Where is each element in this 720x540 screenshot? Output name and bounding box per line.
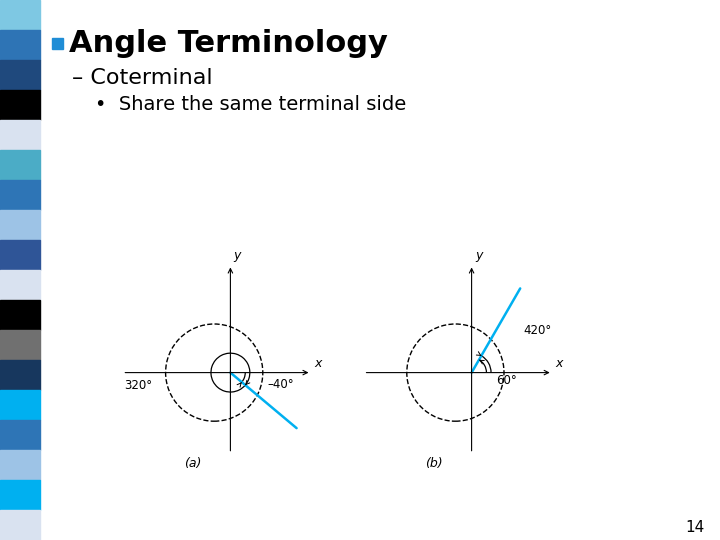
Bar	[0, 30, 40, 60]
Bar	[0, 300, 40, 330]
Bar	[52, 38, 63, 49]
Bar	[0, 90, 40, 120]
Text: Angle Terminology: Angle Terminology	[69, 29, 388, 58]
Text: 420°: 420°	[523, 323, 551, 337]
Bar	[0, 480, 40, 510]
Bar	[0, 210, 40, 240]
Bar	[0, 450, 40, 480]
Text: 14: 14	[685, 521, 705, 536]
Bar	[0, 510, 40, 540]
Text: x: x	[555, 357, 562, 370]
Text: –40°: –40°	[267, 377, 294, 391]
Bar	[0, 60, 40, 90]
Text: – Coterminal: – Coterminal	[72, 68, 212, 88]
Bar	[0, 390, 40, 420]
Text: (a): (a)	[184, 457, 202, 470]
Bar	[0, 180, 40, 210]
Bar	[0, 270, 40, 300]
Bar	[0, 150, 40, 180]
Text: y: y	[475, 249, 482, 262]
Text: x: x	[314, 357, 321, 370]
Bar	[0, 420, 40, 450]
Bar	[0, 330, 40, 360]
Text: 60°: 60°	[496, 374, 517, 388]
Text: •  Share the same terminal side: • Share the same terminal side	[95, 96, 406, 114]
Text: (b): (b)	[425, 457, 443, 470]
Bar	[0, 360, 40, 390]
Text: 320°: 320°	[125, 379, 153, 392]
Bar	[0, 240, 40, 270]
Bar	[0, 0, 40, 30]
Text: y: y	[233, 249, 241, 262]
Bar	[0, 120, 40, 150]
